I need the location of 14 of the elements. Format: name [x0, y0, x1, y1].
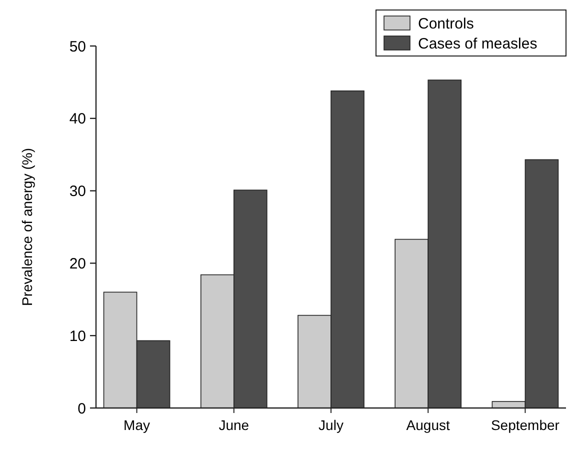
y-tick-label: 50 — [69, 38, 86, 56]
x-tick-label: July — [318, 417, 344, 433]
y-tick-label: 10 — [69, 328, 86, 345]
y-tick-label: 20 — [69, 255, 86, 272]
x-tick-label: September — [490, 417, 560, 433]
x-tick-label: August — [406, 417, 450, 433]
x-tick-label: May — [124, 417, 150, 433]
legend-label: Controls — [418, 15, 474, 32]
legend-label: Cases of measles — [418, 35, 538, 52]
y-axis-title: Prevalence of anergy (%) — [19, 148, 35, 306]
y-tick-label: 30 — [69, 183, 86, 200]
y-tick-label: 0 — [78, 400, 86, 418]
x-tick-label: June — [218, 417, 250, 433]
y-tick-label: 40 — [69, 110, 86, 128]
